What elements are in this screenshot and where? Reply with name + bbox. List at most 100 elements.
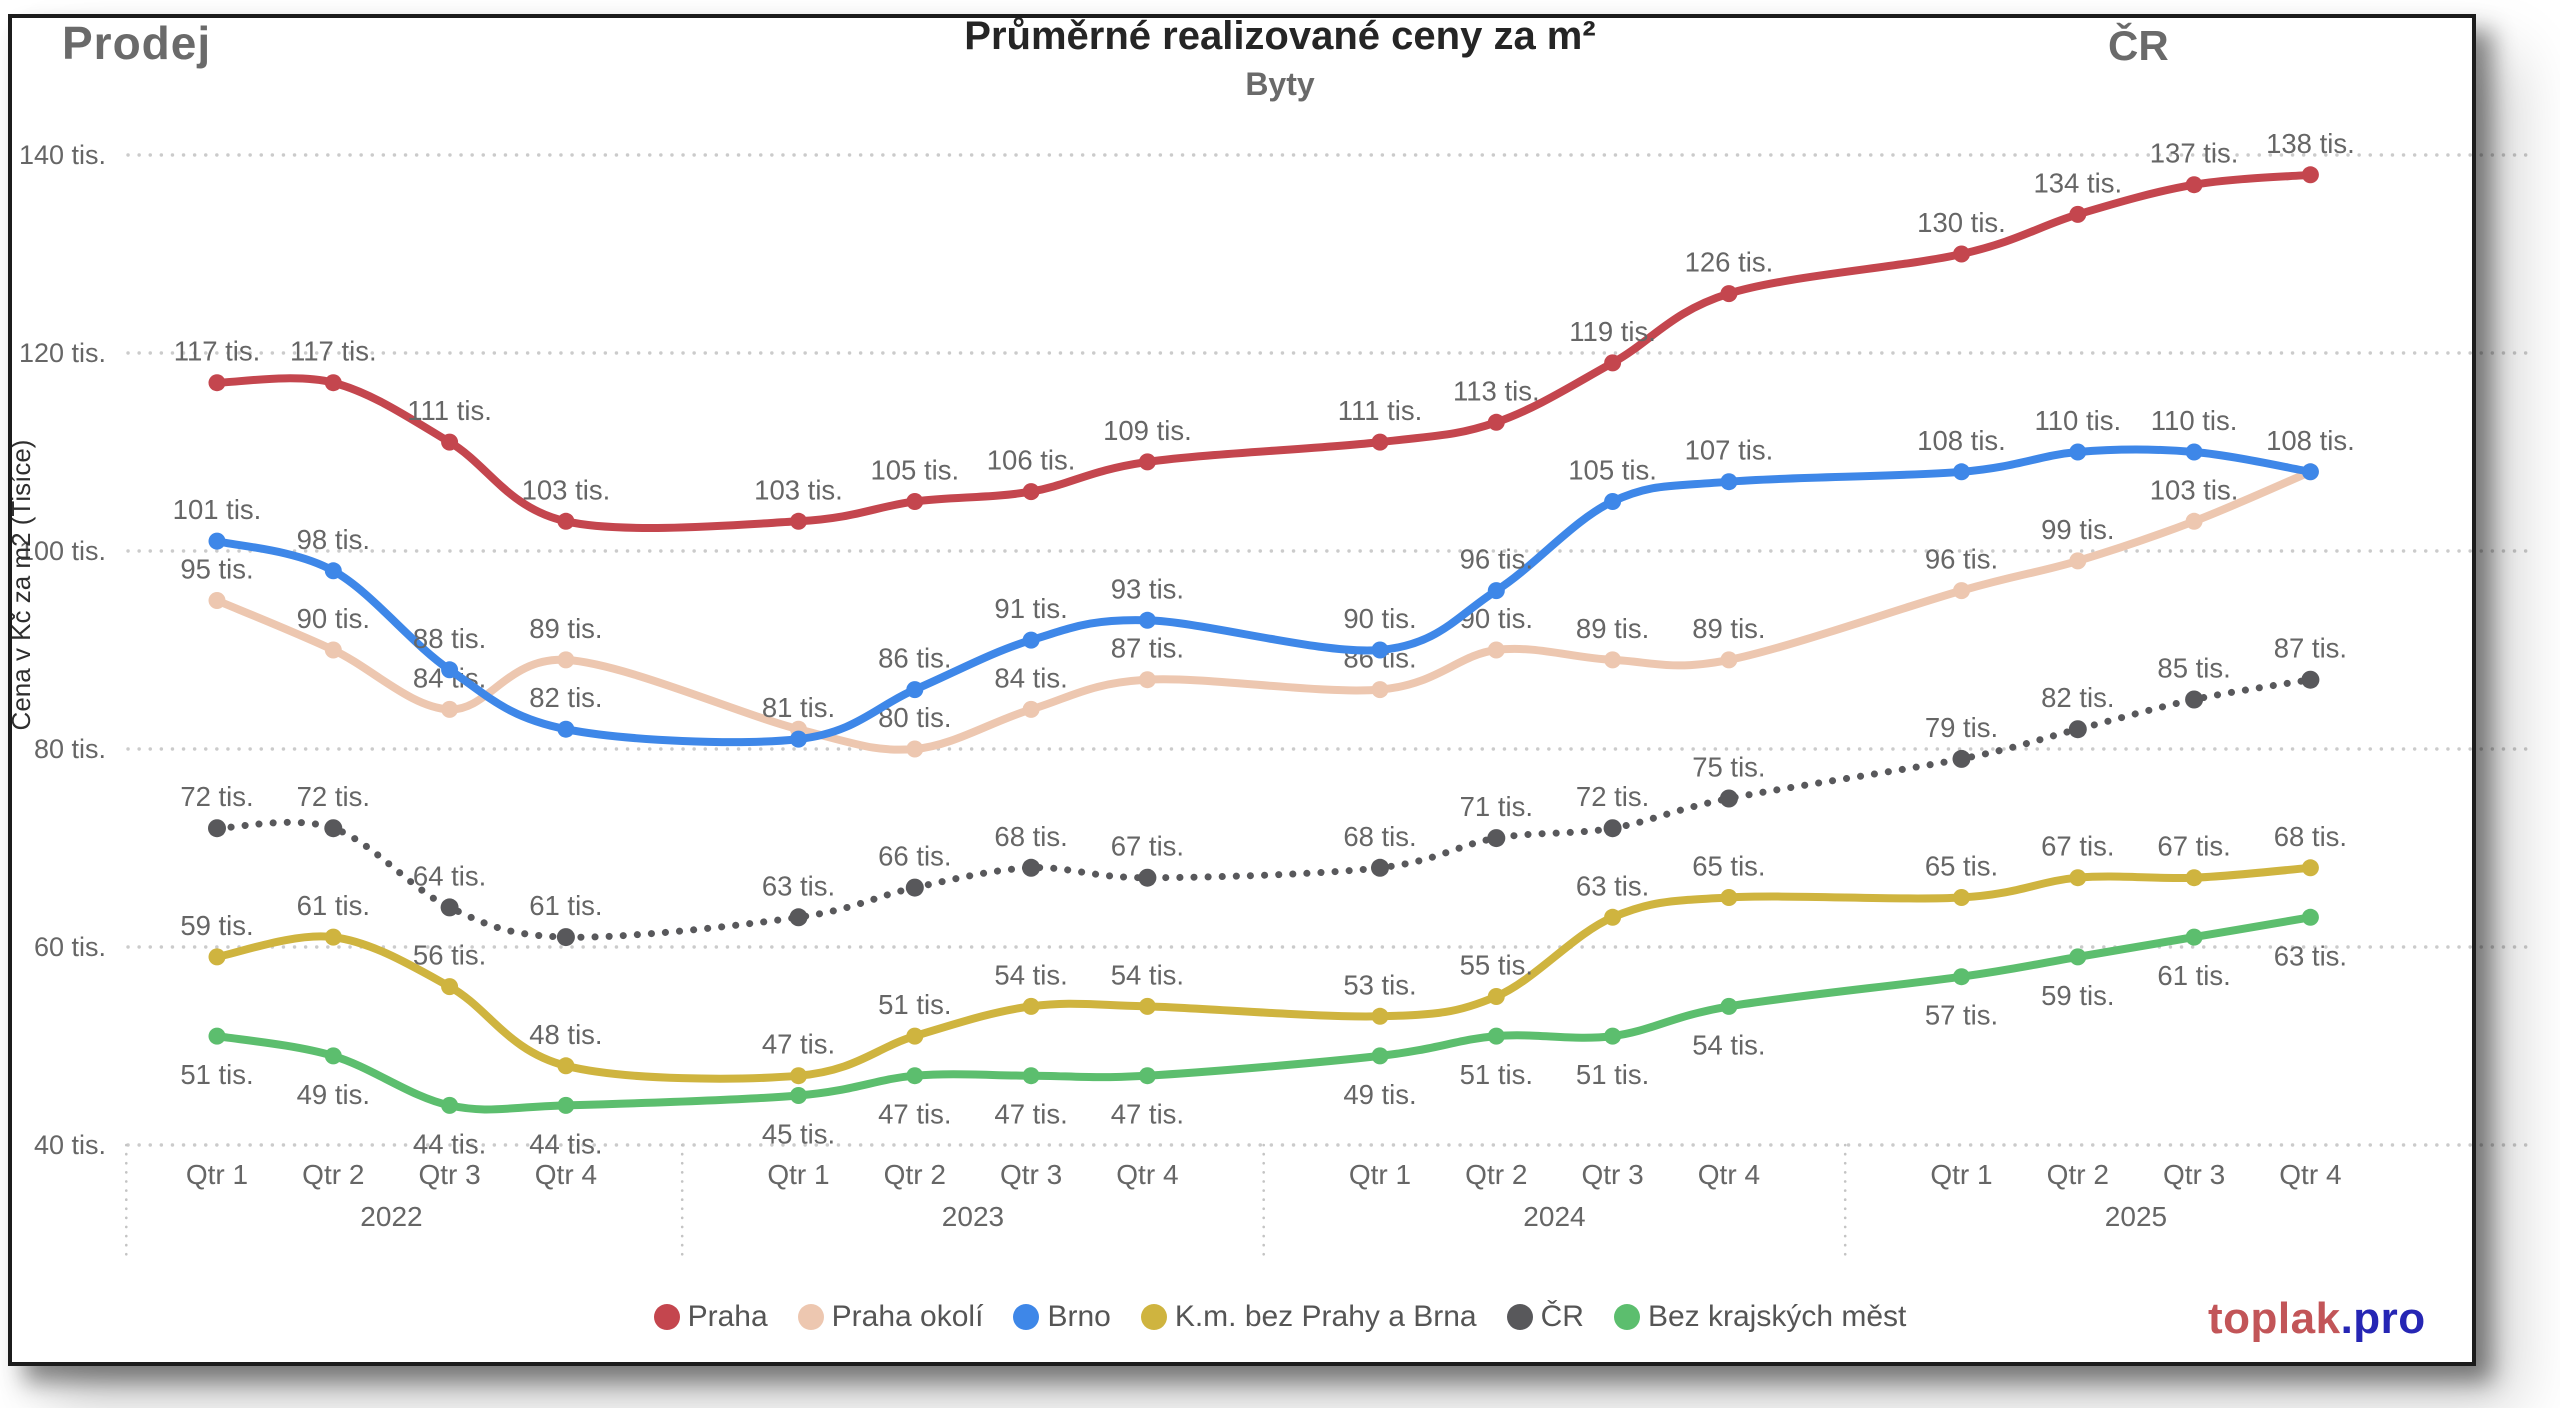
data-point[interactable]: [441, 700, 459, 718]
data-point[interactable]: [2068, 720, 2087, 739]
data-point[interactable]: [2069, 205, 2087, 223]
legend-item-Praha[interactable]: Praha: [653, 1300, 768, 1334]
data-point[interactable]: [1487, 582, 1505, 600]
data-point[interactable]: [1953, 968, 1970, 986]
data-point[interactable]: [2301, 463, 2319, 481]
data-point[interactable]: [324, 641, 342, 659]
data-point[interactable]: [1953, 889, 1970, 906]
data-point[interactable]: [1953, 463, 1970, 481]
data-point[interactable]: [1371, 1047, 1389, 1065]
data-point[interactable]: [1952, 749, 1971, 768]
data-point[interactable]: [1720, 473, 1738, 491]
data-point[interactable]: [324, 374, 342, 392]
data-point[interactable]: [790, 730, 807, 748]
data-point[interactable]: [1720, 889, 1738, 906]
data-point[interactable]: [1138, 671, 1156, 689]
data-point[interactable]: [1138, 997, 1156, 1015]
data-point[interactable]: [324, 562, 342, 580]
data-point[interactable]: [557, 1057, 575, 1075]
legend-item-K.m. bez Prahy a Brna[interactable]: K.m. bez Prahy a Brna: [1140, 1300, 1477, 1334]
data-point[interactable]: [557, 512, 575, 530]
data-point[interactable]: [790, 1087, 807, 1104]
data-point[interactable]: [1371, 433, 1389, 451]
data-point[interactable]: [2185, 690, 2204, 709]
data-point[interactable]: [1138, 453, 1156, 471]
data-point[interactable]: [1371, 681, 1389, 699]
data-point[interactable]: [1022, 1067, 1040, 1085]
data-point[interactable]: [906, 681, 924, 699]
data-point[interactable]: [790, 1067, 807, 1085]
data-point[interactable]: [440, 898, 459, 917]
data-point[interactable]: [906, 1067, 924, 1085]
data-point[interactable]: [208, 819, 226, 838]
data-point[interactable]: [557, 1096, 575, 1114]
data-point[interactable]: [208, 1027, 226, 1045]
data-point[interactable]: [1604, 1027, 1622, 1045]
data-point[interactable]: [1487, 988, 1505, 1005]
data-point[interactable]: [556, 928, 575, 947]
data-point[interactable]: [2185, 869, 2203, 887]
data-point[interactable]: [1603, 819, 1622, 838]
data-point[interactable]: [2069, 552, 2087, 570]
data-point[interactable]: [1371, 858, 1389, 877]
data-point[interactable]: [1720, 997, 1738, 1015]
data-point[interactable]: [1487, 1027, 1505, 1045]
data-point[interactable]: [441, 1096, 459, 1114]
data-point[interactable]: [2185, 443, 2203, 461]
data-point[interactable]: [1371, 641, 1389, 659]
data-point[interactable]: [1487, 641, 1505, 659]
data-point[interactable]: [1022, 483, 1040, 501]
data-point[interactable]: [1719, 789, 1738, 808]
data-point[interactable]: [1487, 413, 1505, 431]
data-point[interactable]: [2185, 512, 2203, 530]
data-point[interactable]: [1022, 997, 1040, 1015]
data-point[interactable]: [208, 948, 226, 966]
data-point[interactable]: [1720, 285, 1738, 303]
data-point[interactable]: [1953, 582, 1970, 600]
data-point[interactable]: [324, 1047, 342, 1065]
data-point[interactable]: [1371, 1007, 1389, 1025]
logo[interactable]: toplak.pro: [2208, 1294, 2426, 1344]
data-point[interactable]: [2301, 908, 2319, 926]
data-point[interactable]: [2185, 176, 2203, 194]
data-point[interactable]: [441, 661, 459, 679]
data-point[interactable]: [1953, 245, 1970, 263]
data-point[interactable]: [441, 978, 459, 996]
data-point[interactable]: [1487, 829, 1506, 848]
data-point[interactable]: [1138, 868, 1157, 887]
data-point[interactable]: [1138, 611, 1156, 629]
data-point[interactable]: [208, 592, 226, 609]
legend-item-Praha okolí[interactable]: Praha okolí: [797, 1300, 983, 1334]
legend-item-Brno[interactable]: Brno: [1013, 1300, 1111, 1334]
data-point[interactable]: [2301, 859, 2319, 877]
data-point[interactable]: [2301, 670, 2320, 689]
data-point[interactable]: [1604, 354, 1622, 372]
data-point[interactable]: [208, 532, 226, 550]
data-point[interactable]: [1604, 493, 1622, 510]
data-point[interactable]: [557, 720, 575, 738]
data-point[interactable]: [557, 651, 575, 669]
legend-item-Bez krajských měst[interactable]: Bez krajských měst: [1613, 1300, 1906, 1334]
data-point[interactable]: [906, 740, 924, 758]
data-point[interactable]: [1138, 1067, 1156, 1085]
data-point[interactable]: [2185, 928, 2203, 946]
data-point[interactable]: [905, 878, 924, 897]
data-point[interactable]: [2069, 948, 2087, 966]
data-point[interactable]: [1720, 651, 1738, 669]
data-point[interactable]: [2301, 166, 2319, 184]
data-point[interactable]: [906, 493, 924, 510]
data-point[interactable]: [1604, 651, 1622, 669]
data-point[interactable]: [1022, 858, 1041, 877]
data-point[interactable]: [441, 433, 459, 451]
data-point[interactable]: [790, 512, 807, 530]
data-point[interactable]: [2069, 443, 2087, 461]
data-point[interactable]: [208, 374, 226, 392]
data-point[interactable]: [1022, 700, 1040, 718]
data-point[interactable]: [1604, 908, 1622, 926]
data-point[interactable]: [324, 819, 343, 838]
data-point[interactable]: [1022, 631, 1040, 649]
data-point[interactable]: [789, 908, 808, 927]
data-point[interactable]: [324, 928, 342, 946]
legend-item-ČR[interactable]: ČR: [1506, 1300, 1584, 1334]
data-point[interactable]: [906, 1027, 924, 1045]
